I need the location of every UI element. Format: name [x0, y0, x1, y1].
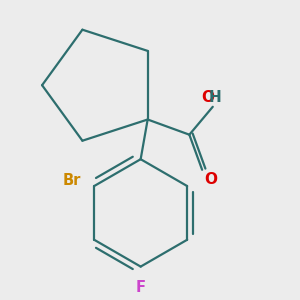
Text: H: H	[208, 90, 221, 105]
Text: O: O	[201, 90, 214, 105]
Text: Br: Br	[63, 173, 81, 188]
Text: F: F	[136, 280, 146, 295]
Text: O: O	[204, 172, 217, 187]
